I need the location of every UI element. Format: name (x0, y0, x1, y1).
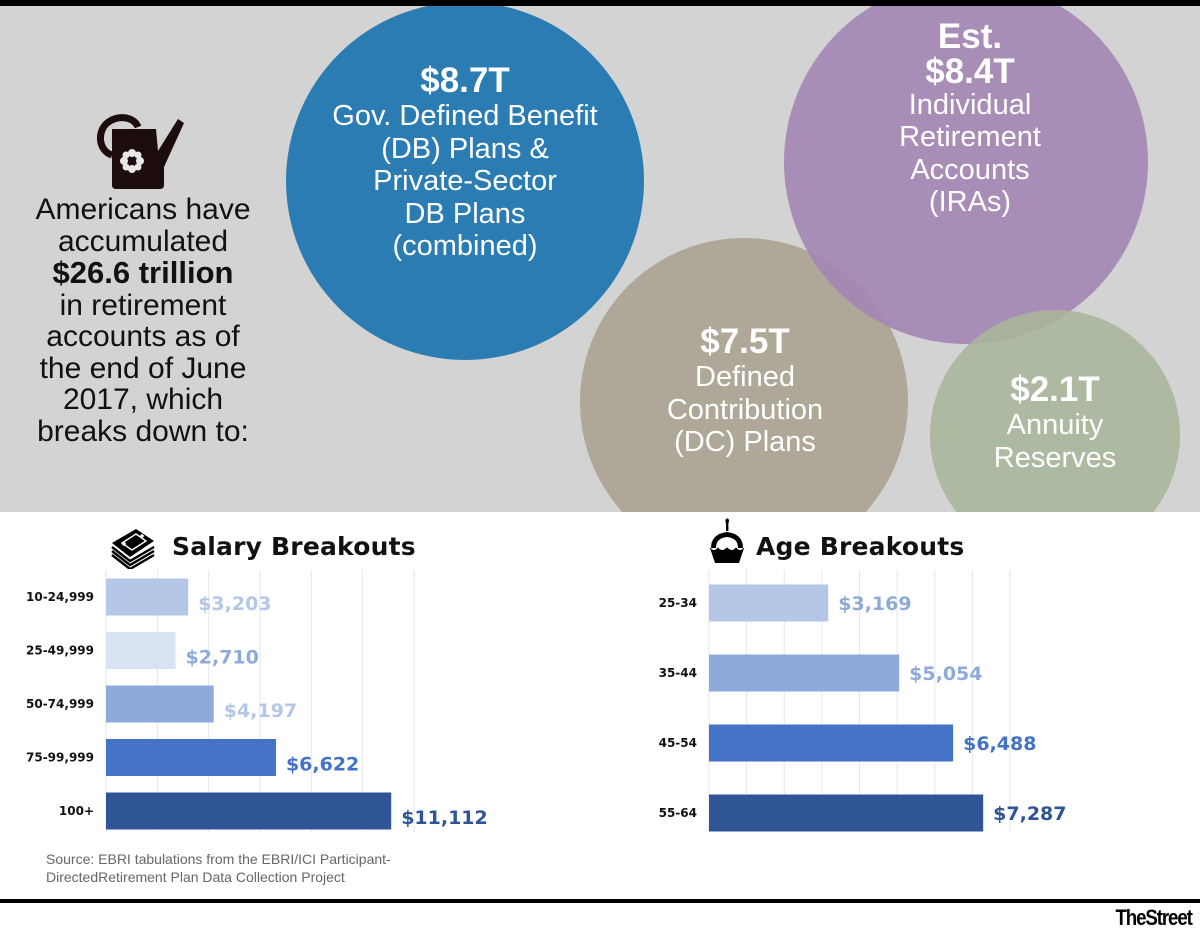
bar (106, 739, 276, 776)
bar (709, 584, 829, 622)
bar (106, 632, 176, 669)
annuity-label-line: Reserves (993, 441, 1117, 474)
source-note: Source: EBRI tabulations from the EBRI/I… (46, 850, 391, 886)
category-label: 50-74,999 (26, 697, 94, 711)
dc-plans-label-line: Defined (695, 361, 795, 394)
value-label: $7,287 (993, 803, 1066, 825)
category-label: 100+ (59, 804, 94, 818)
category-label: 25-34 (659, 596, 697, 610)
iras-label-line: (IRAs) (928, 186, 1012, 219)
thestreet-logo: TheStreet (1115, 905, 1193, 930)
dc-plans-label-line: (DC) Plans (674, 426, 816, 459)
hero-panel: $8.7T Gov. Defined Benefit (DB) Plans & … (0, 6, 1200, 512)
dc-plans-amount: $7.5T (700, 322, 790, 361)
category-label: 35-44 (659, 666, 697, 680)
watering-can-icon (97, 114, 184, 189)
age-chart-title: Age Breakouts (756, 532, 965, 561)
db-plans-label-line: DB Plans (404, 197, 526, 230)
intro-line: accounts as of (46, 320, 240, 354)
bottom-border (0, 899, 1200, 903)
intro-line: in retirement (59, 288, 227, 322)
category-label: 25-49,999 (26, 644, 94, 658)
intro-line: accumulated (57, 224, 229, 258)
intro-line: Americans have (35, 193, 251, 226)
iras-label-line: Retirement (899, 121, 1041, 154)
bar (709, 794, 984, 832)
category-label: 45-54 (659, 736, 697, 750)
dc-plans-label-line: Contribution (666, 393, 824, 426)
bar (106, 792, 392, 830)
money-stack-icon (111, 529, 155, 569)
circle-iras (784, 6, 1148, 344)
salary-chart-title: Salary Breakouts (172, 532, 416, 561)
value-label: $6,622 (286, 754, 359, 776)
age-bar-chart: 25-34 $3,169 35-44 $5,054 45-54 $6,488 55-64 $7… (659, 570, 1067, 832)
intro-line: breaks down to: (37, 414, 249, 448)
value-label: $3,203 (198, 593, 271, 615)
iras-prefix: Est. (937, 17, 1003, 56)
bar (106, 578, 189, 616)
category-label: 55-64 (659, 806, 697, 820)
dc-plans-text: $7.5T Defined Contribution (DC) Plans (600, 322, 890, 459)
bar (709, 724, 954, 762)
annuity-label-line: Annuity (1006, 409, 1104, 442)
source-line: Source: EBRI tabulations from the EBRI/I… (46, 851, 391, 867)
value-label: $5,054 (909, 663, 982, 685)
intro-text: Americans have accumulated $26.6 trillio… (8, 194, 278, 447)
iras-label-line: Individual (908, 89, 1032, 121)
value-label: $4,197 (224, 700, 297, 722)
db-plans-amount: $8.7T (420, 61, 510, 100)
iras-label-line: Accounts (910, 153, 1030, 186)
cupcake-icon (709, 518, 745, 563)
value-label: $2,710 (186, 647, 259, 669)
db-plans-text: $8.7T Gov. Defined Benefit (DB) Plans & … (300, 61, 630, 263)
salary-bar-chart: 10-24,999 $3,203 25-49,999 $2,710 50-74,999 $… (26, 570, 488, 832)
iras-amount: $8.4T (925, 52, 1015, 91)
db-plans-label-line: (DB) Plans & (381, 132, 549, 165)
value-label: $6,488 (963, 733, 1036, 755)
annuity-amount: $2.1T (1010, 370, 1100, 409)
source-line: DirectedRetirement Plan Data Collection … (46, 869, 345, 886)
value-label: $3,169 (838, 593, 911, 615)
top-border (0, 0, 1200, 6)
intro-total: $26.6 trillion (52, 255, 234, 290)
annuity-text: $2.1T Annuity Reserves (945, 370, 1165, 474)
db-plans-label-line: Private-Sector (373, 165, 557, 198)
intro-line: the end of June (39, 351, 247, 385)
db-plans-label-line: Gov. Defined Benefit (332, 100, 598, 133)
circle-db-plans (286, 6, 644, 360)
intro-line: 2017, which (62, 383, 224, 417)
category-label: 75-99,999 (26, 751, 94, 765)
category-label: 10-24,999 (26, 590, 94, 604)
db-plans-label-line: (combined) (392, 230, 538, 263)
iras-text: Est. $8.4T Individual Retirement Account… (810, 19, 1130, 219)
circle-annuity (930, 310, 1180, 512)
bar (106, 685, 214, 723)
bar (709, 654, 900, 692)
value-label: $11,112 (401, 807, 488, 829)
